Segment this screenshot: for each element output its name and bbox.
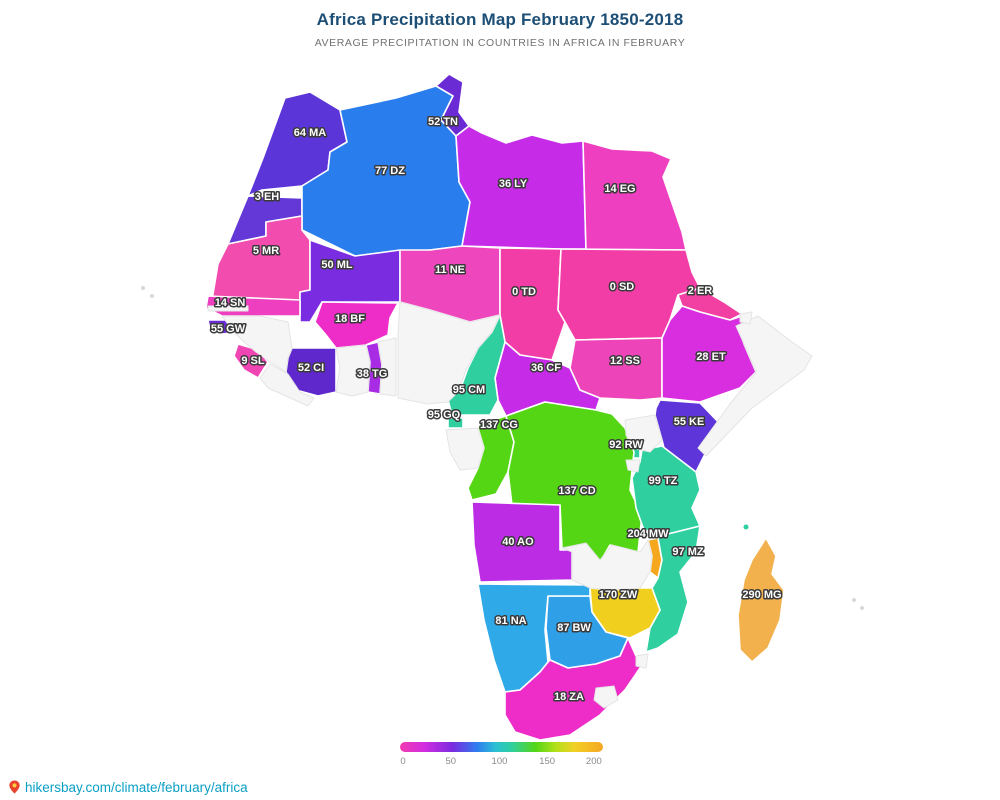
- country-label-SN: 14 SN: [215, 297, 246, 309]
- legend-tick-100: 100: [491, 756, 508, 767]
- footer-link[interactable]: hikersbay.com/climate/february/africa: [25, 779, 248, 795]
- location-pin-icon: [9, 780, 20, 794]
- country-MZ[interactable]: [645, 525, 701, 653]
- page-title: Africa Precipitation Map February 1850-2…: [316, 10, 684, 29]
- country-label-TD: 0 TD: [512, 286, 536, 298]
- region-NG: [397, 301, 501, 405]
- country-label-TN: 52 TN: [428, 116, 458, 128]
- country-label-KE: 55 KE: [674, 416, 705, 428]
- country-label-NE: 11 NE: [435, 264, 465, 276]
- region-BI: [625, 459, 641, 473]
- legend-tick-150: 150: [539, 756, 556, 767]
- country-label-MR: 5 MR: [253, 245, 279, 257]
- country-SS[interactable]: [569, 337, 663, 401]
- island-dot: [860, 606, 864, 610]
- country-label-ZA: 18 ZA: [554, 691, 584, 703]
- header: Africa Precipitation Map February 1850-2…: [0, 0, 1000, 49]
- legend-tick-0: 0: [400, 756, 406, 767]
- country-label-CG: 137 CG: [480, 419, 518, 431]
- island-dot: [150, 294, 154, 298]
- region-GH: [335, 344, 371, 397]
- country-label-SL: 9 SL: [241, 355, 265, 367]
- country-label-SD: 0 SD: [610, 281, 635, 293]
- country-label-DZ: 77 DZ: [375, 165, 405, 177]
- country-label-NA: 81 NA: [495, 615, 526, 627]
- country-label-MA: 64 MA: [294, 127, 326, 139]
- country-MG[interactable]: [737, 537, 785, 663]
- country-label-BW: 87 BW: [557, 622, 591, 634]
- region-GM: [207, 305, 249, 312]
- pin-dot: [12, 783, 17, 788]
- region-SO: [697, 315, 813, 457]
- country-label-MG: 290 MG: [742, 589, 781, 601]
- country-label-TZ: 99 TZ: [649, 475, 678, 487]
- region-SZ: [635, 653, 649, 669]
- country-label-AO: 40 AO: [502, 536, 534, 548]
- country-label-CF: 36 CF: [531, 362, 561, 374]
- country-label-ZW: 170 ZW: [599, 589, 638, 601]
- map-legend: 0 50 100 150 200: [400, 742, 603, 770]
- region-LR: [259, 363, 315, 407]
- country-label-MW: 204 MW: [628, 528, 670, 540]
- region-UG: [624, 414, 663, 453]
- legend-tick-200: 200: [585, 756, 602, 767]
- country-label-BF: 18 BF: [335, 313, 365, 325]
- region-ZM: [561, 539, 653, 591]
- country-label-RW: 92 RW: [609, 439, 643, 451]
- country-GQ[interactable]: [447, 417, 464, 429]
- legend-ticks: 0 50 100 150 200: [400, 756, 603, 770]
- legend-tick-50: 50: [445, 756, 457, 767]
- country-label-SS: 12 SS: [610, 355, 640, 367]
- country-label-ML: 50 ML: [321, 259, 352, 271]
- country-label-ET: 28 ET: [696, 351, 726, 363]
- country-label-EG: 14 EG: [604, 183, 635, 195]
- country-label-MZ: 97 MZ: [672, 546, 703, 558]
- country-label-TG: 38 TG: [357, 368, 388, 380]
- region-BJ: [377, 337, 397, 397]
- legend-gradient-bar: [400, 742, 603, 752]
- country-label-CI: 52 CI: [298, 362, 324, 374]
- region-LS: [593, 685, 619, 709]
- country-TD[interactable]: [499, 247, 566, 361]
- island-dot: [852, 598, 856, 602]
- footer: hikersbay.com/climate/february/africa: [7, 779, 248, 795]
- page-subtitle: AVERAGE PRECIPITATION IN COUNTRIES IN AF…: [314, 37, 686, 49]
- island-dot: [743, 524, 749, 530]
- country-label-GQ: 95 GQ: [428, 409, 461, 421]
- country-label-LY: 36 LY: [499, 178, 528, 190]
- island-dot: [141, 286, 145, 290]
- country-label-GW: 55 GW: [211, 323, 246, 335]
- region-DJ: [739, 311, 753, 325]
- country-label-ER: 2 ER: [688, 285, 713, 297]
- region-GN: [221, 315, 293, 373]
- country-EG[interactable]: [582, 140, 687, 251]
- country-label-CM: 95 CM: [453, 384, 485, 396]
- region-GA: [445, 427, 485, 471]
- country-label-CD: 137 CD: [558, 485, 595, 497]
- country-label-EH: 3 EH: [255, 191, 280, 203]
